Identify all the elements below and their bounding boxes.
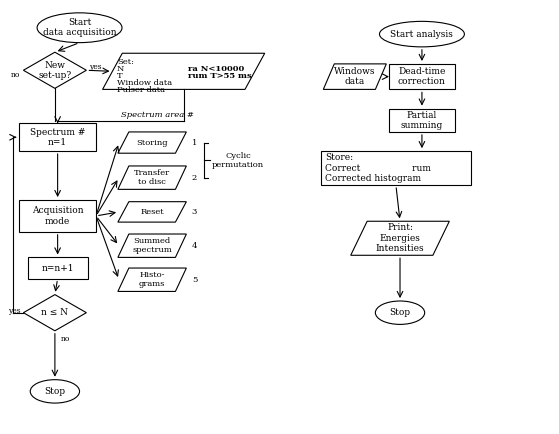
Text: Pulser data: Pulser data (117, 86, 165, 95)
Text: 2: 2 (192, 174, 197, 182)
Bar (320, 151, 471, 185)
Text: Histo-
grams: Histo- grams (139, 271, 165, 288)
Text: 4: 4 (192, 242, 197, 250)
Text: no: no (11, 70, 21, 79)
Bar (389, 64, 455, 89)
Text: Start
data acquisition: Start data acquisition (42, 18, 116, 37)
Text: Stop: Stop (44, 387, 65, 396)
Text: T: T (117, 72, 122, 80)
Bar (389, 108, 455, 132)
Text: Cyclic
permutation: Cyclic permutation (212, 151, 264, 169)
Text: rum T>55 ms: rum T>55 ms (188, 72, 252, 80)
Text: Summed
spectrum: Summed spectrum (132, 237, 172, 254)
Text: Store:
Correct                  rum
Corrected histogram: Store: Correct rum Corrected histogram (325, 153, 431, 183)
Text: Storing: Storing (136, 138, 168, 147)
Text: n=n+1: n=n+1 (41, 263, 74, 273)
Text: ra N<10000: ra N<10000 (188, 65, 244, 73)
Text: Start analysis: Start analysis (391, 30, 453, 39)
Text: no: no (60, 335, 70, 343)
Text: Print:
Energies
Intensities: Print: Energies Intensities (376, 224, 424, 253)
Text: Spectrum #
n=1: Spectrum # n=1 (30, 128, 86, 147)
Text: yes: yes (8, 306, 21, 315)
Text: Stop: Stop (390, 308, 410, 317)
Text: Spectrum area #: Spectrum area # (121, 111, 193, 119)
Text: 1: 1 (192, 138, 197, 147)
Text: Dead-time
correction: Dead-time correction (398, 67, 446, 86)
Bar (19, 123, 96, 151)
Text: n ≤ N: n ≤ N (41, 308, 68, 317)
Text: Partial
summing: Partial summing (401, 111, 443, 130)
Text: Acquisition
mode: Acquisition mode (32, 206, 83, 226)
Text: Windows
data: Windows data (334, 67, 376, 86)
Text: Set:: Set: (117, 57, 134, 66)
Bar (27, 257, 88, 279)
Text: 3: 3 (192, 208, 197, 216)
Text: yes: yes (89, 63, 102, 71)
Text: Transfer
to disc: Transfer to disc (134, 169, 170, 186)
Text: N: N (117, 65, 124, 73)
Text: 5: 5 (192, 276, 197, 284)
Text: New
set-up?: New set-up? (39, 61, 72, 80)
Text: Window data: Window data (117, 79, 172, 87)
Text: Reset: Reset (140, 208, 164, 216)
Bar (19, 200, 96, 232)
